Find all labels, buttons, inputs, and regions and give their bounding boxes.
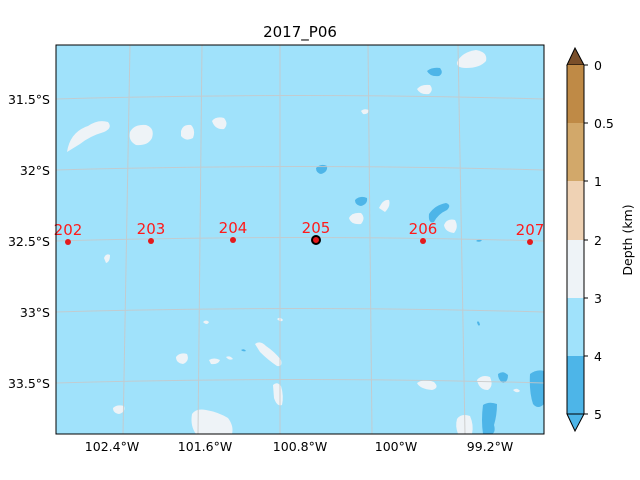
shallow-patch (129, 124, 153, 146)
colorbar-bin (567, 298, 584, 356)
shallow-patch (212, 117, 227, 130)
station-203[interactable]: 203 (137, 220, 166, 244)
colorbar-bin (567, 356, 584, 414)
colorbar-extend-low (566, 46, 585, 66)
shallow-patch (176, 353, 188, 364)
parallel-line (55, 308, 545, 313)
station-205-selected[interactable]: 205 (302, 219, 331, 245)
shallow-patch (209, 358, 220, 365)
colorbar-tick-label: 1 (594, 174, 602, 189)
deep-patch (428, 203, 450, 223)
lon-label: 100°W (375, 439, 417, 454)
station-207[interactable]: 207 (516, 221, 545, 245)
deep-patch (355, 196, 368, 206)
station-206[interactable]: 206 (409, 220, 438, 244)
shallow-bathymetry-patches (67, 50, 520, 434)
shallow-patch (477, 376, 492, 390)
colorbar-tick-label: 2 (594, 233, 602, 248)
station-dot[interactable] (65, 239, 71, 245)
station-label: 202 (54, 221, 83, 239)
colorbar-ticks (584, 64, 588, 415)
shallow-patch (181, 124, 195, 140)
colorbar-extend-high (566, 413, 585, 433)
colorbar-tick-label: 3 (594, 291, 602, 306)
parallel-line (55, 166, 545, 171)
graticule (55, 44, 545, 435)
meridian-line (367, 44, 373, 435)
station-dot[interactable] (420, 238, 426, 244)
station-markers: 202 203 204 205 206 207 (54, 219, 545, 245)
lon-label: 99.2°W (467, 439, 513, 454)
colorbar-bin (567, 123, 584, 181)
lat-label: 33.5°S (8, 376, 50, 391)
parallel-line (55, 237, 545, 242)
shallow-patch (513, 388, 520, 393)
shallow-patch (191, 409, 233, 434)
station-label: 204 (219, 219, 248, 237)
shallow-patch (444, 219, 457, 233)
map-panel: 202 203 204 205 206 207 (54, 44, 545, 435)
colorbar-label: Depth (km) (620, 204, 635, 275)
shallow-patch (226, 356, 233, 360)
colorbar-tick-label: 5 (594, 407, 602, 422)
deep-patch (241, 349, 246, 352)
station-dot[interactable] (148, 238, 154, 244)
colorbar-tick-label: 0.5 (594, 116, 614, 131)
station-204[interactable]: 204 (219, 219, 248, 243)
lon-label: 100.8°W (273, 439, 327, 454)
station-label: 206 (409, 220, 438, 238)
shallow-patch (113, 405, 125, 414)
map-title: 2017_P06 (263, 23, 337, 42)
station-dot[interactable] (527, 239, 533, 245)
colorbar-bin (567, 181, 584, 240)
deep-bathymetry-patches (241, 67, 544, 434)
colorbar-bin (567, 65, 584, 123)
colorbar-bin (567, 240, 584, 298)
shallow-patch (255, 342, 282, 367)
deep-patch (477, 321, 480, 326)
shallow-patch (417, 380, 437, 390)
shallow-patch (203, 320, 209, 324)
parallel-line (55, 95, 545, 100)
meridian-line (197, 44, 203, 435)
station-label: 207 (516, 221, 545, 239)
parallel-line (55, 379, 545, 384)
station-dot-highlighted[interactable] (311, 235, 321, 245)
station-202[interactable]: 202 (54, 221, 83, 245)
deep-patch (427, 67, 442, 77)
depth-colorbar: 0 0.5 1 2 3 4 5 Depth (km) (566, 46, 635, 433)
shallow-patch (67, 121, 110, 152)
colorbar-tick-labels: 0 0.5 1 2 3 4 5 (594, 58, 614, 422)
lat-label: 32°S (20, 163, 50, 178)
longitude-labels: 102.4°W 101.6°W 100.8°W 100°W 99.2°W (85, 439, 513, 454)
lon-label: 101.6°W (178, 439, 232, 454)
deep-patch (529, 370, 544, 407)
colorbar-tick-label: 0 (594, 58, 602, 73)
lat-label: 31.5°S (8, 92, 50, 107)
latitude-labels: 31.5°S 32°S 32.5°S 33°S 33.5°S (8, 92, 50, 391)
station-dot[interactable] (230, 237, 236, 243)
shallow-patch (417, 84, 432, 95)
deep-patch (316, 164, 328, 174)
map-frame (55, 44, 545, 435)
lat-label: 33°S (20, 305, 50, 320)
lat-label: 32.5°S (8, 234, 50, 249)
deep-patch (482, 402, 497, 434)
colorbar-tick-label: 4 (594, 349, 602, 364)
lon-label: 102.4°W (85, 439, 139, 454)
station-label: 203 (137, 220, 166, 238)
station-label: 205 (302, 219, 331, 237)
shallow-patch (379, 199, 390, 212)
shallow-patch (456, 50, 487, 68)
shallow-patch (104, 254, 110, 263)
shallow-patch (361, 109, 369, 115)
deep-patch (498, 372, 508, 383)
shallow-patch (349, 212, 364, 225)
